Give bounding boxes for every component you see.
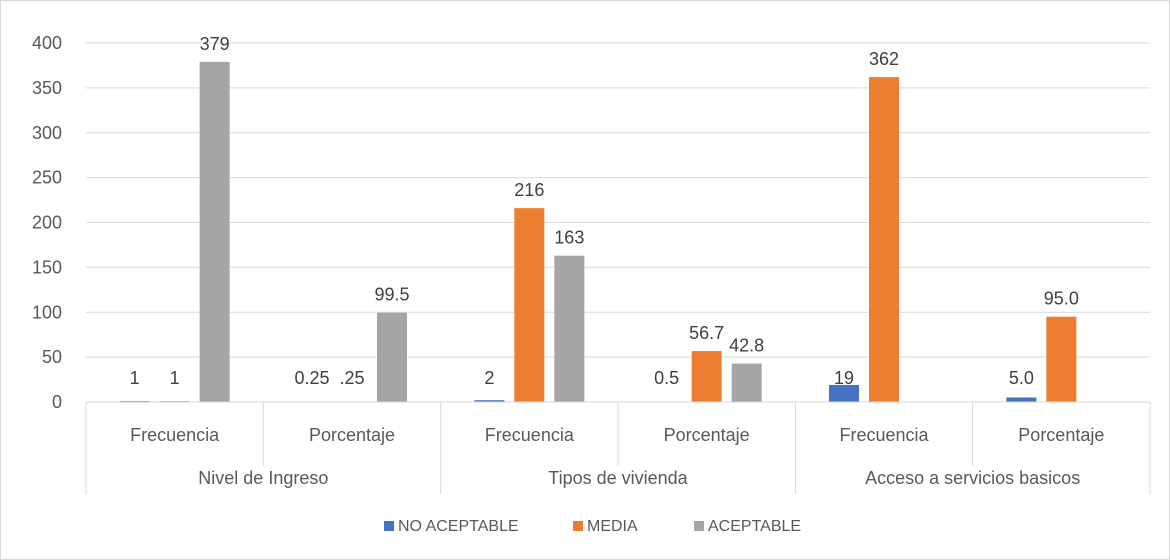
y-tick-label: 350 — [32, 78, 62, 98]
x-group-label: Nivel de Ingreso — [198, 468, 328, 488]
y-tick-label: 300 — [32, 123, 62, 143]
data-label: 0.25 — [294, 368, 329, 388]
x-tick-label: Porcentaje — [1018, 425, 1104, 445]
legend-label: MEDIA — [587, 518, 638, 535]
data-label: 19 — [834, 368, 854, 388]
bars — [119, 61, 1077, 403]
data-label: 99.5 — [374, 285, 409, 305]
x-tick-label: Frecuencia — [130, 425, 220, 445]
bar — [514, 208, 545, 402]
x-tick-label: Porcentaje — [309, 425, 395, 445]
y-tick-label: 0 — [52, 392, 62, 412]
bar — [1006, 397, 1037, 402]
legend: NO ACEPTABLE MEDIA ACEPTABLE — [384, 518, 801, 535]
bar — [869, 77, 899, 402]
y-tick-label: 150 — [32, 257, 62, 277]
bar — [554, 255, 585, 402]
legend-item: ACEPTABLE — [694, 518, 801, 535]
data-label: 216 — [514, 180, 544, 200]
bar — [1046, 316, 1077, 402]
legend-swatch — [384, 521, 394, 531]
legend-item: NO ACEPTABLE — [384, 518, 519, 535]
legend-swatch — [573, 521, 583, 531]
data-label: 42.8 — [729, 336, 764, 356]
y-tick-label: 250 — [32, 168, 62, 188]
y-tick-label: 400 — [32, 33, 62, 53]
data-label: 379 — [200, 34, 230, 54]
y-tick-label: 200 — [32, 213, 62, 233]
y-tick-label: 100 — [32, 302, 62, 322]
bar — [199, 61, 230, 402]
data-label: 56.7 — [689, 323, 724, 343]
x-tick-label: Porcentaje — [664, 425, 750, 445]
legend-label: ACEPTABLE — [708, 518, 801, 535]
data-label: 163 — [554, 228, 584, 248]
bar — [377, 312, 407, 402]
y-tick-label: 50 — [42, 347, 62, 367]
x-group-label: Acceso a servicios basicos — [865, 468, 1080, 488]
legend-label: NO ACEPTABLE — [398, 518, 519, 535]
data-label: 0.5 — [654, 368, 679, 388]
x-tick-label: Frecuencia — [485, 425, 575, 445]
data-label: 5.0 — [1009, 368, 1034, 388]
data-label: 95.0 — [1044, 289, 1079, 309]
bar — [691, 351, 722, 402]
axes: 0 50 100 150 200 250 300 350 400 Frecuencia Porcen… — [32, 33, 1151, 494]
bar — [731, 363, 762, 402]
legend-item: MEDIA — [573, 518, 638, 535]
data-labels: 1 1 379 0.25 .25 99.5 2 216 163 0.5 56.742.8 19 362 5… — [130, 34, 1079, 388]
data-label: 362 — [869, 49, 899, 69]
bar — [474, 400, 505, 402]
x-tick-label: Frecuencia — [839, 425, 929, 445]
bar — [829, 384, 859, 402]
gridlines — [86, 42, 1150, 358]
legend-swatch — [694, 521, 704, 531]
data-label: 1 — [170, 368, 180, 388]
data-label: .25 — [339, 368, 364, 388]
data-label: 1 — [130, 368, 140, 388]
data-label: 2 — [484, 368, 494, 388]
x-group-label: Tipos de vivienda — [548, 468, 688, 488]
